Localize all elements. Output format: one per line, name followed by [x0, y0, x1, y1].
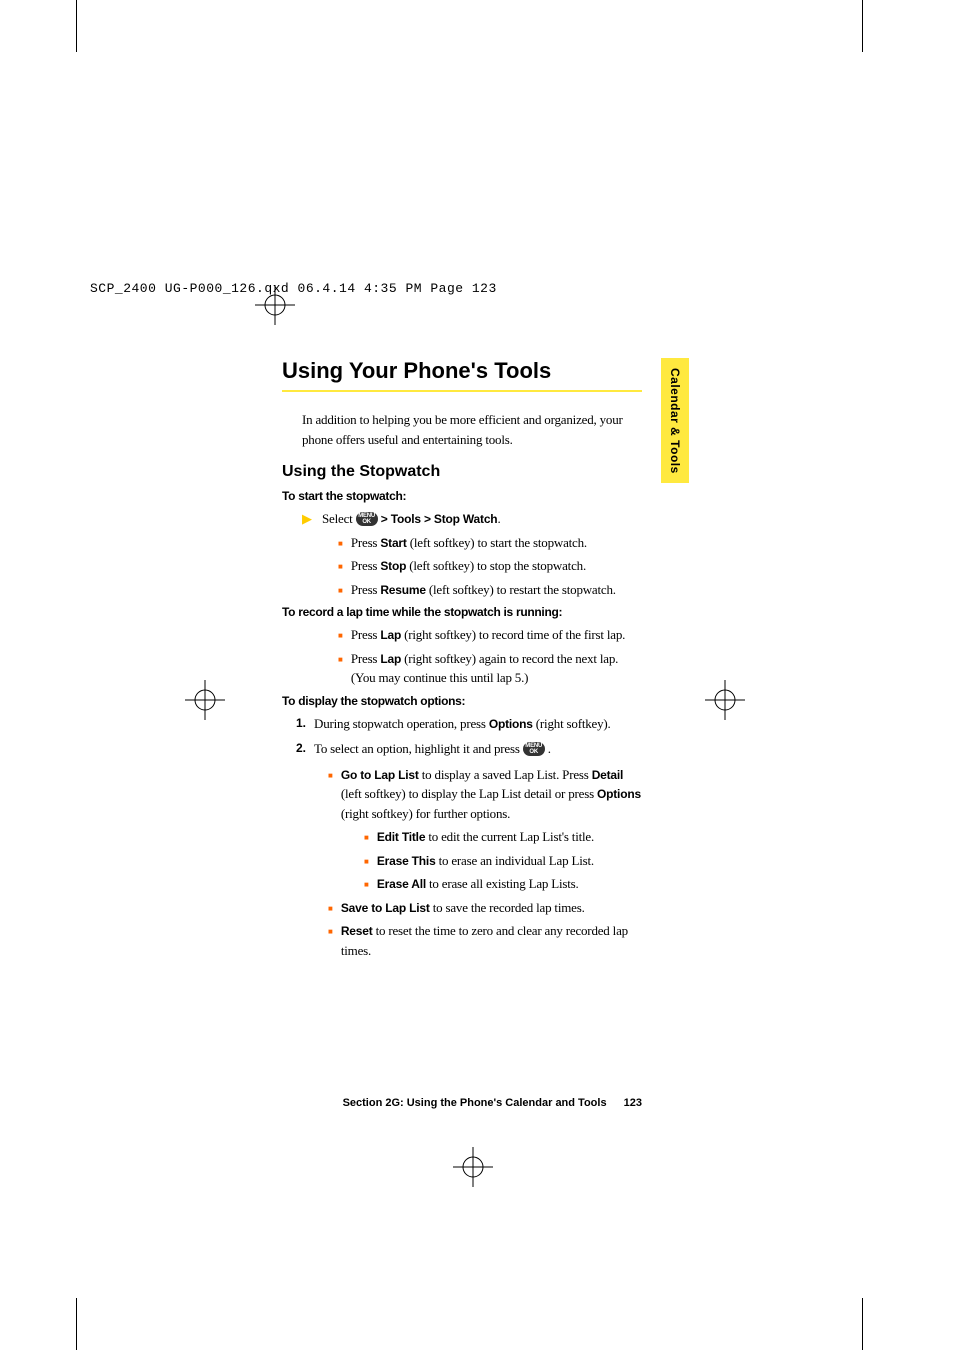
crop-mark — [76, 1298, 77, 1350]
step-2: 2. To select an option, highlight it and… — [296, 739, 642, 759]
page-footer: Section 2G: Using the Phone's Calendar a… — [282, 1097, 642, 1109]
bullet-save-laplist: ■ Save to Lap List to save the recorded … — [328, 898, 642, 918]
registration-mark-icon — [453, 1147, 493, 1187]
bullet-icon: ■ — [328, 903, 333, 915]
bullet-icon: ■ — [364, 832, 369, 844]
bullet-icon: ■ — [364, 856, 369, 868]
instruction-heading: To display the stopwatch options: — [282, 694, 642, 708]
bullet-icon: ■ — [338, 654, 343, 666]
bullet-reset: ■ Reset to reset the time to zero and cl… — [328, 921, 642, 960]
crop-mark — [862, 0, 863, 52]
bullet-erase-all: ■ Erase All to erase all existing Lap Li… — [364, 874, 642, 894]
bullet-icon: ■ — [328, 926, 333, 938]
menu-ok-icon: MENU OK — [523, 742, 545, 756]
side-tab-label: Calendar & Tools — [668, 368, 682, 474]
select-text: Select MENU OK > Tools > Stop Watch. — [322, 509, 642, 529]
bullet-icon: ■ — [338, 630, 343, 642]
step-number: 1. — [296, 714, 314, 732]
select-line: ▶ Select MENU OK > Tools > Stop Watch. — [302, 509, 642, 529]
step-number: 2. — [296, 739, 314, 757]
bullet-erase-this: ■ Erase This to erase an individual Lap … — [364, 851, 642, 871]
footer-section-label: Section 2G: Using the Phone's Calendar a… — [343, 1097, 607, 1109]
bullet-icon: ■ — [338, 585, 343, 597]
bullet-icon: ■ — [338, 538, 343, 550]
intro-paragraph: In addition to helping you be more effic… — [302, 410, 642, 449]
instruction-heading: To start the stopwatch: — [282, 489, 642, 503]
bullet-lap1: ■ Press Lap (right softkey) to record ti… — [338, 625, 642, 645]
bullet-edit-title: ■ Edit Title to edit the current Lap Lis… — [364, 827, 642, 847]
footer-page-number: 123 — [624, 1097, 642, 1109]
bullet-icon: ■ — [338, 561, 343, 573]
print-header: SCP_2400 UG-P000_126.qxd 06.4.14 4:35 PM… — [90, 281, 497, 296]
bullet-lap2: ■ Press Lap (right softkey) again to rec… — [338, 649, 642, 688]
registration-mark-icon — [185, 680, 225, 720]
crop-mark — [76, 0, 77, 52]
bullet-stop: ■ Press Stop (left softkey) to stop the … — [338, 556, 642, 576]
bullet-resume: ■ Press Resume (left softkey) to restart… — [338, 580, 642, 600]
registration-mark-icon — [705, 680, 745, 720]
section-heading: Using the Stopwatch — [282, 463, 642, 481]
arrow-icon: ▶ — [302, 509, 312, 529]
bullet-start: ■ Press Start (left softkey) to start th… — [338, 533, 642, 553]
bullet-goto-laplist: ■ Go to Lap List to display a saved Lap … — [328, 765, 642, 824]
bullet-icon: ■ — [364, 879, 369, 891]
step-1: 1. During stopwatch operation, press Opt… — [296, 714, 642, 734]
menu-ok-icon: MENU OK — [356, 512, 378, 526]
bullet-icon: ■ — [328, 770, 333, 782]
page-title: Using Your Phone's Tools — [282, 358, 642, 392]
instruction-heading: To record a lap time while the stopwatch… — [282, 605, 642, 619]
crop-mark — [862, 1298, 863, 1350]
page-content: Using Your Phone's Tools In addition to … — [282, 358, 642, 964]
side-tab: Calendar & Tools — [661, 358, 689, 483]
